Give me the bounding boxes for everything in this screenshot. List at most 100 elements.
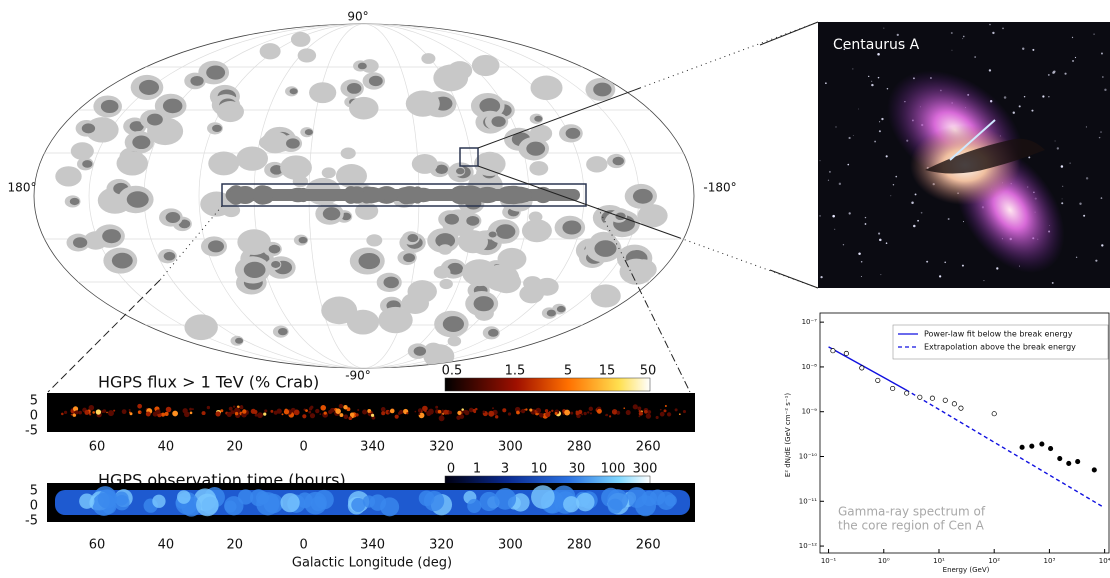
source — [403, 253, 415, 262]
star — [1061, 165, 1063, 167]
source — [297, 188, 309, 202]
data-point — [1075, 459, 1079, 463]
pointing — [256, 491, 269, 504]
star — [1019, 105, 1021, 107]
emission — [233, 406, 235, 408]
emission — [683, 410, 686, 413]
source-region — [322, 167, 336, 178]
y-tick-label: 0 — [30, 409, 38, 424]
pointing — [196, 494, 219, 517]
emission — [525, 408, 527, 410]
x-tick-label: 10⁴ — [1099, 557, 1110, 565]
source — [407, 234, 418, 242]
emission — [253, 410, 257, 414]
source — [562, 220, 581, 234]
source — [269, 245, 281, 254]
source — [190, 76, 203, 86]
star — [843, 244, 844, 245]
emission — [189, 408, 192, 411]
data-point — [1048, 446, 1052, 450]
emission — [310, 413, 315, 418]
star — [992, 32, 994, 34]
emission — [551, 410, 553, 412]
star — [880, 274, 881, 275]
pointing — [531, 485, 555, 509]
source — [299, 237, 308, 244]
colorbar-tick-label: 300 — [633, 462, 658, 477]
star — [1086, 126, 1087, 127]
source-region — [472, 55, 500, 76]
emission — [335, 408, 341, 414]
star — [879, 239, 882, 242]
star — [881, 118, 883, 120]
source — [286, 138, 300, 148]
star — [963, 36, 965, 38]
source — [594, 240, 616, 257]
colorbar-tick-label: 10 — [531, 462, 548, 477]
emission — [343, 405, 347, 409]
source — [534, 116, 542, 122]
star — [865, 223, 867, 225]
source — [206, 65, 225, 79]
star — [878, 77, 880, 79]
source — [229, 187, 256, 202]
star — [1057, 147, 1059, 149]
emission — [638, 415, 640, 417]
source-region — [498, 248, 527, 270]
data-point — [860, 366, 864, 370]
source-region — [406, 91, 440, 117]
emission — [305, 409, 308, 412]
emission — [660, 412, 665, 417]
x-axis-title: Energy (GeV) — [943, 566, 990, 574]
source-region — [280, 155, 312, 179]
pointing — [424, 491, 444, 511]
source-region — [529, 212, 543, 223]
colorbar-tick-label: 100 — [601, 462, 626, 477]
emission — [448, 411, 452, 415]
y-tick-label: 5 — [30, 484, 38, 499]
emission — [320, 405, 326, 411]
emission — [381, 411, 385, 415]
emission — [613, 411, 617, 415]
y-tick-label: -5 — [25, 424, 38, 439]
colorbar-tick-label: 5 — [564, 364, 572, 379]
hgps-flux-panel: HGPS flux > 1 TeV (% Crab) — [47, 373, 695, 433]
source-region — [529, 161, 548, 175]
emission — [308, 411, 311, 414]
star — [893, 184, 894, 185]
star — [1095, 260, 1097, 262]
x-tick-label: 0 — [300, 538, 308, 553]
source-region — [474, 152, 506, 176]
source — [347, 83, 361, 94]
star — [828, 180, 829, 181]
x-tick-label: 10² — [988, 557, 1000, 565]
x-tick-label: 340 — [360, 440, 385, 455]
emission — [609, 415, 611, 417]
page: 90° -90° 180° -180° Centaurus A HGPS flu… — [0, 0, 1110, 578]
pointing — [177, 490, 191, 504]
source — [466, 216, 479, 226]
x-tick-label: 60 — [89, 440, 106, 455]
source-region — [462, 259, 497, 286]
x-tick-label: 320 — [429, 538, 454, 553]
emission — [665, 405, 667, 407]
x-tick-label: 300 — [498, 440, 523, 455]
source — [547, 310, 556, 317]
source-region — [412, 154, 438, 174]
emission — [587, 411, 589, 413]
star — [858, 109, 859, 110]
source — [163, 99, 182, 114]
source — [414, 347, 426, 356]
source — [323, 207, 341, 220]
y-axis-title: E² dN/dE (GeV cm⁻² s⁻¹) — [784, 393, 792, 478]
x-tick-label: 20 — [227, 538, 244, 553]
star — [939, 275, 941, 277]
star — [865, 217, 866, 218]
pointing — [380, 497, 399, 516]
emission — [421, 410, 423, 412]
lon-label: -180° — [703, 181, 736, 195]
emission — [282, 413, 284, 415]
x-tick-label: 20 — [227, 440, 244, 455]
emission — [406, 412, 408, 414]
star — [963, 221, 964, 222]
